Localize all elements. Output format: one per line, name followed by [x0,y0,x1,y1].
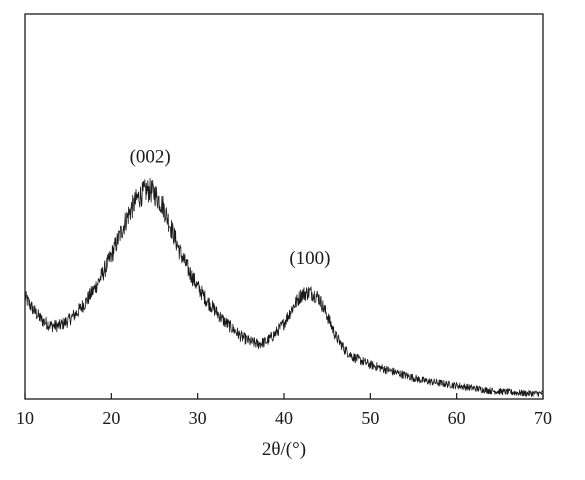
x-tick-label-50: 50 [361,408,379,428]
peak-label-0: (002) [130,147,171,168]
peak-annotations: (002) (100) [130,147,331,269]
x-tick-label-20: 20 [102,408,120,428]
x-axis-title: 2θ/(°) [262,439,306,460]
series-line-noise [24,178,544,398]
x-tick-label-60: 60 [448,408,466,428]
x-tick-label-70: 70 [534,408,552,428]
x-axis-tick-labels: 10 20 30 40 50 60 70 [16,408,552,428]
x-axis-ticks [24,393,544,399]
plot-frame [24,13,544,400]
x-tick-label-10: 10 [16,408,34,428]
x-tick-label-30: 30 [189,408,207,428]
peak-label-1: (100) [289,248,330,269]
x-tick-label-40: 40 [275,408,293,428]
